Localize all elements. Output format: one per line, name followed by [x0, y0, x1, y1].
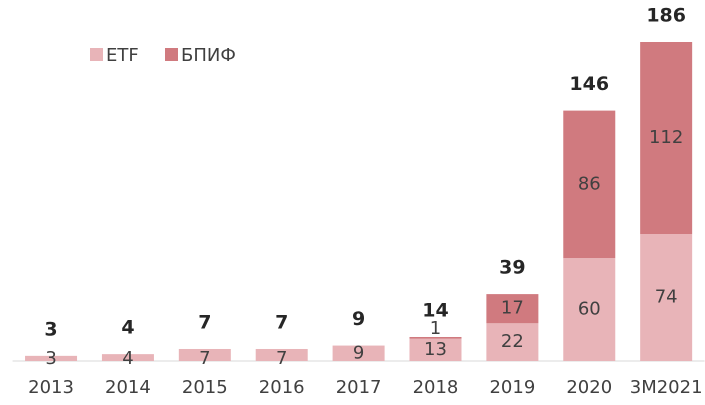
segment-label: 3	[45, 348, 56, 369]
bar-segment	[563, 110, 616, 259]
segment-label: 17	[501, 298, 524, 319]
bar-segment	[409, 338, 462, 361]
total-label: 3	[44, 318, 57, 340]
total-label: 4	[121, 317, 134, 339]
x-tick-label: 2013	[28, 377, 74, 398]
segment-label: 7	[276, 348, 287, 369]
x-tick-label: 2016	[259, 377, 305, 398]
bar-segment	[640, 234, 693, 361]
legend-swatch	[165, 48, 178, 61]
legend-swatch	[90, 48, 103, 61]
total-label: 14	[422, 299, 448, 321]
bar-segment	[178, 348, 231, 361]
segment-label: 112	[649, 127, 683, 148]
bar-segment	[101, 354, 154, 361]
segment-label: 74	[655, 287, 678, 308]
x-tick-label: 3M2021	[630, 377, 703, 398]
bar-segment	[486, 294, 539, 324]
total-label: 39	[499, 257, 525, 279]
bar-segment	[409, 336, 462, 339]
x-tick-label: 2018	[413, 377, 459, 398]
x-tick-label: 2014	[105, 377, 151, 398]
segment-label: 7	[199, 348, 210, 369]
segment-label: 60	[578, 299, 601, 320]
bar-segment	[255, 348, 308, 361]
segment-label: 13	[424, 339, 447, 360]
segment-label: 1	[430, 318, 441, 339]
bar-segment	[486, 323, 539, 361]
segment-label: 9	[353, 342, 364, 363]
x-tick-label: 2017	[336, 377, 382, 398]
legend-label: БПИФ	[181, 45, 236, 66]
segment-label: 22	[501, 331, 524, 352]
legend-label: ETF	[106, 45, 139, 66]
segment-label: 86	[578, 173, 601, 194]
x-tick-label: 2019	[489, 377, 535, 398]
bar-segment	[563, 258, 616, 361]
total-label: 9	[352, 308, 365, 330]
x-tick-label: 2020	[566, 377, 612, 398]
bar-segment	[640, 42, 693, 235]
bar-segment	[332, 345, 385, 361]
total-label: 146	[569, 73, 609, 95]
total-label: 186	[646, 5, 686, 27]
total-label: 7	[275, 311, 288, 333]
x-tick-label: 2015	[182, 377, 228, 398]
bar-segment	[25, 355, 78, 361]
total-label: 7	[198, 311, 211, 333]
segment-label: 4	[122, 348, 133, 369]
